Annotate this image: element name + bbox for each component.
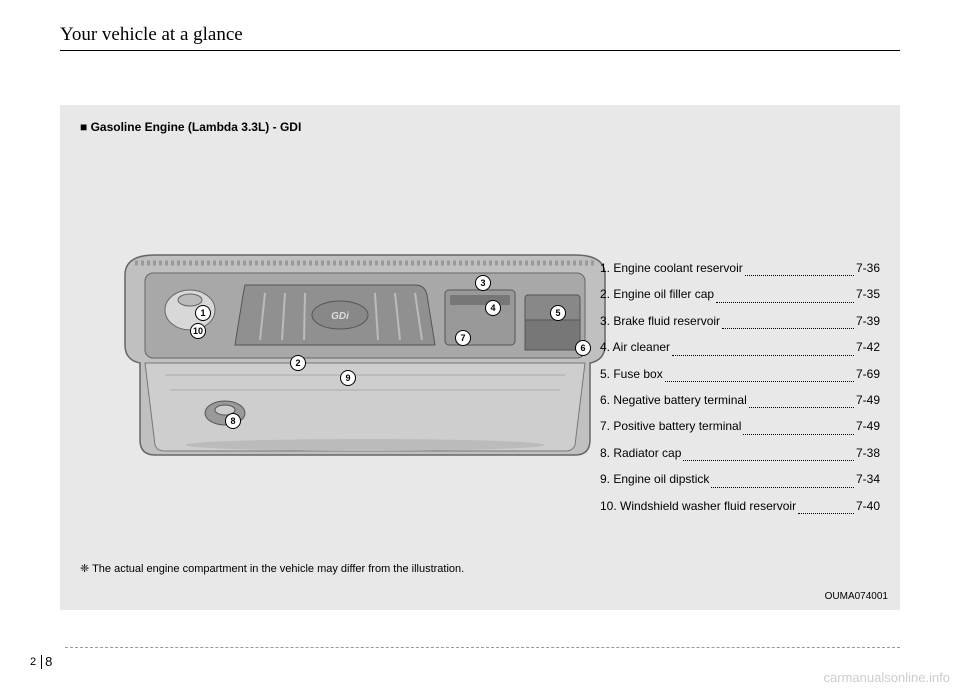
header-title: Your vehicle at a glance [60, 24, 900, 50]
figure-container: ■ Gasoline Engine (Lambda 3.3L) - GDI GD… [60, 105, 900, 610]
part-label: 1. Engine coolant reservoir [600, 255, 743, 281]
figure-title: ■ Gasoline Engine (Lambda 3.3L) - GDI [80, 120, 301, 134]
leader-dots [665, 361, 854, 382]
page-header: Your vehicle at a glance [60, 24, 900, 51]
page-num-value: 8 [45, 654, 52, 669]
part-page: 7-34 [856, 466, 880, 492]
part-page: 7-39 [856, 308, 880, 334]
page-footer: 2 8 [30, 647, 900, 669]
part-label: 6. Negative battery terminal [600, 387, 747, 413]
part-label: 7. Positive battery terminal [600, 413, 741, 439]
callout-1: 1 [195, 305, 211, 321]
callout-5: 5 [550, 305, 566, 321]
leader-dots [749, 387, 854, 408]
parts-row: 9. Engine oil dipstick 7-34 [600, 466, 880, 492]
parts-row: 5. Fuse box 7-69 [600, 361, 880, 387]
part-page: 7-36 [856, 255, 880, 281]
parts-row: 6. Negative battery terminal 7-49 [600, 387, 880, 413]
part-label: 5. Fuse box [600, 361, 663, 387]
page-divider [41, 655, 42, 669]
leader-dots [672, 334, 854, 355]
callout-6: 6 [575, 340, 591, 356]
parts-row: 2. Engine oil filler cap 7-35 [600, 281, 880, 307]
callout-8: 8 [225, 413, 241, 429]
part-page: 7-35 [856, 281, 880, 307]
parts-row: 8. Radiator cap 7-38 [600, 440, 880, 466]
parts-list: 1. Engine coolant reservoir 7-362. Engin… [600, 255, 880, 519]
parts-row: 4. Air cleaner 7-42 [600, 334, 880, 360]
figure-footnote: ❈ The actual engine compartment in the v… [80, 562, 464, 575]
leader-dots [711, 466, 854, 487]
callout-10: 10 [190, 323, 206, 339]
leader-dots [716, 281, 854, 302]
part-label: 2. Engine oil filler cap [600, 281, 714, 307]
part-label: 4. Air cleaner [600, 334, 670, 360]
parts-row: 3. Brake fluid reservoir 7-39 [600, 308, 880, 334]
part-label: 10. Windshield washer fluid reservoir [600, 493, 796, 519]
part-label: 3. Brake fluid reservoir [600, 308, 720, 334]
leader-dots [743, 413, 854, 434]
engine-illustration: GDi 1 10 2 3 4 5 6 7 8 9 [115, 245, 615, 465]
parts-row: 7. Positive battery terminal 7-49 [600, 413, 880, 439]
leader-dots [798, 493, 854, 514]
leader-dots [745, 255, 854, 276]
callout-7: 7 [455, 330, 471, 346]
part-label: 9. Engine oil dipstick [600, 466, 709, 492]
watermark: carmanualsonline.info [824, 670, 950, 685]
part-label: 8. Radiator cap [600, 440, 681, 466]
callout-4: 4 [485, 300, 501, 316]
figure-code: OUMA074001 [825, 591, 888, 602]
part-page: 7-40 [856, 493, 880, 519]
part-page: 7-49 [856, 387, 880, 413]
leader-dots [683, 440, 854, 461]
part-page: 7-49 [856, 413, 880, 439]
footer-dotted-line [65, 647, 900, 648]
parts-row: 1. Engine coolant reservoir 7-36 [600, 255, 880, 281]
callout-2: 2 [290, 355, 306, 371]
engine-svg: GDi [115, 245, 615, 465]
part-page: 7-69 [856, 361, 880, 387]
callout-9: 9 [340, 370, 356, 386]
parts-row: 10. Windshield washer fluid reservoir 7-… [600, 493, 880, 519]
callout-3: 3 [475, 275, 491, 291]
leader-dots [722, 308, 854, 329]
part-page: 7-42 [856, 334, 880, 360]
page-number: 2 8 [30, 654, 900, 669]
part-page: 7-38 [856, 440, 880, 466]
svg-text:GDi: GDi [331, 311, 349, 322]
chapter-number: 2 [30, 656, 38, 668]
header-rule [60, 50, 900, 51]
